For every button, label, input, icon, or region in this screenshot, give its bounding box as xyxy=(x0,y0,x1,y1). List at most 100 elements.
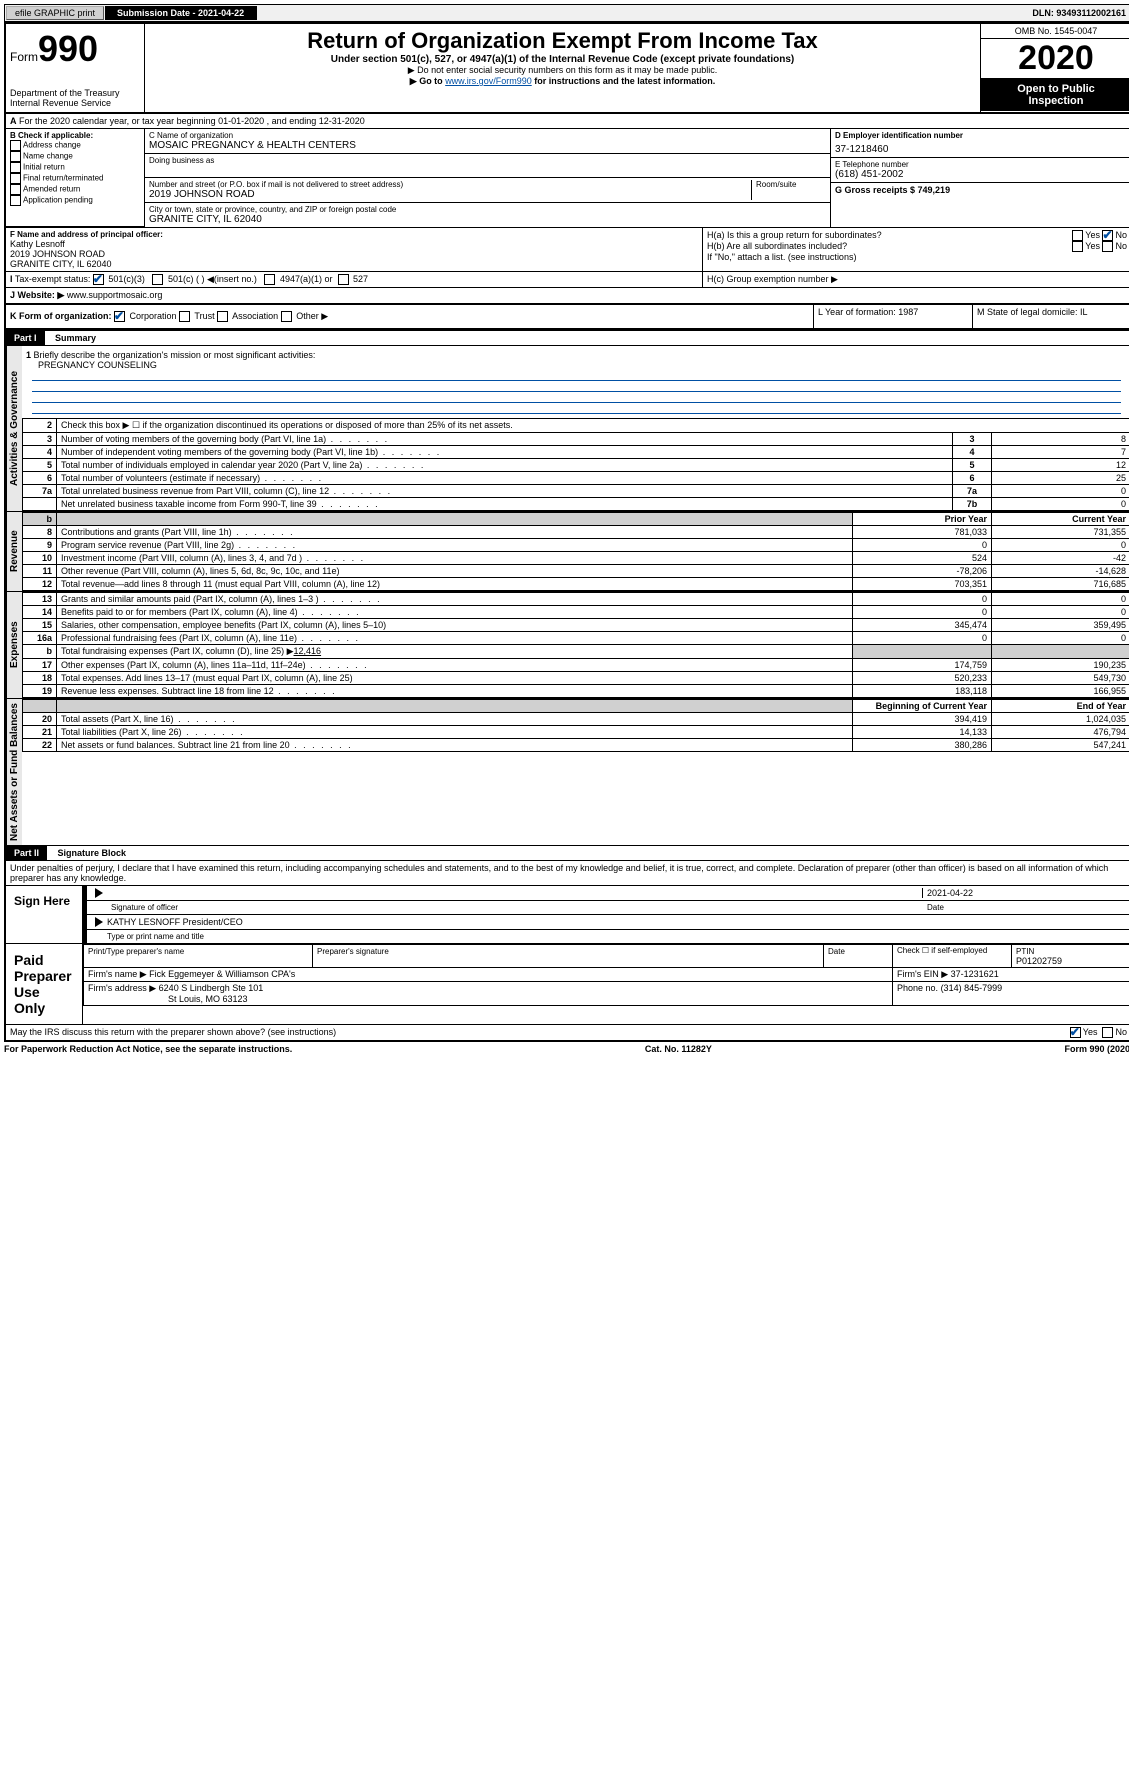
city-address: GRANITE CITY, IL 62040 xyxy=(149,214,826,225)
ein-value: 37-1218460 xyxy=(835,144,1127,155)
line18-current: 549,730 xyxy=(992,672,1129,685)
firm-phone: (314) 845-7999 xyxy=(941,983,1003,993)
application-pending-checkbox[interactable] xyxy=(10,195,21,206)
discuss-no-checkbox[interactable] xyxy=(1102,1027,1113,1038)
assoc-checkbox[interactable] xyxy=(217,311,228,322)
tax-year: 2020 xyxy=(981,39,1129,79)
org-name-label: C Name of organization xyxy=(149,131,826,140)
ha-no-checkbox[interactable] xyxy=(1102,230,1113,241)
line3: Number of voting members of the governin… xyxy=(57,433,953,446)
line14-current: 0 xyxy=(992,606,1129,619)
room-label: Room/suite xyxy=(756,180,826,189)
current-year-header: Current Year xyxy=(992,513,1129,526)
line7a-value: 0 xyxy=(992,485,1129,498)
ha-yes-checkbox[interactable] xyxy=(1072,230,1083,241)
line7a: Total unrelated business revenue from Pa… xyxy=(57,485,953,498)
other-checkbox[interactable] xyxy=(281,311,292,322)
city-label: City or town, state or province, country… xyxy=(149,205,826,214)
line5-value: 12 xyxy=(992,459,1129,472)
open-inspection-badge: Open to PublicInspection xyxy=(981,79,1129,111)
line22: Net assets or fund balances. Subtract li… xyxy=(57,739,853,752)
officer-addr1: 2019 JOHNSON ROAD xyxy=(10,249,698,259)
form-body: Form990 Department of the Treasury Inter… xyxy=(4,22,1129,1042)
527-checkbox[interactable] xyxy=(338,274,349,285)
year-formation: L Year of formation: 1987 xyxy=(814,305,973,329)
amended-return-checkbox[interactable] xyxy=(10,184,21,195)
efile-print-button[interactable]: efile GRAPHIC print xyxy=(6,6,104,20)
omb-number: OMB No. 1545-0047 xyxy=(981,24,1129,39)
hb-no-checkbox[interactable] xyxy=(1102,241,1113,252)
end-year-header: End of Year xyxy=(992,700,1129,713)
line21: Total liabilities (Part X, line 26) xyxy=(57,726,853,739)
line-a-period: A For the 2020 calendar year, or tax yea… xyxy=(6,114,1129,129)
line17: Other expenses (Part IX, column (A), lin… xyxy=(57,659,853,672)
line4-value: 7 xyxy=(992,446,1129,459)
line16a: Professional fundraising fees (Part IX, … xyxy=(57,632,853,645)
street-address: 2019 JOHNSON ROAD xyxy=(149,189,751,200)
tax-status-label: Tax-exempt status: xyxy=(15,274,91,284)
prep-date-label: Date xyxy=(828,947,845,956)
address-change-checkbox[interactable] xyxy=(10,140,21,151)
line8-prior: 781,033 xyxy=(853,526,992,539)
line12: Total revenue—add lines 8 through 11 (mu… xyxy=(57,578,853,591)
footer-paperwork: For Paperwork Reduction Act Notice, see … xyxy=(4,1044,292,1054)
form-instructions-link: ▶ Go to www.irs.gov/Form990 for instruct… xyxy=(149,76,976,87)
type-name-label: Type or print name and title xyxy=(83,930,1129,943)
hc-label: H(c) Group exemption number ▶ xyxy=(703,272,1129,288)
line20-prior: 394,419 xyxy=(853,713,992,726)
line4: Number of independent voting members of … xyxy=(57,446,953,459)
line22-prior: 380,286 xyxy=(853,739,992,752)
line18-prior: 520,233 xyxy=(853,672,992,685)
line9: Program service revenue (Part VIII, line… xyxy=(57,539,853,552)
line7b: Net unrelated business taxable income fr… xyxy=(57,498,953,511)
firm-addr1: 6240 S Lindbergh Ste 101 xyxy=(159,983,264,993)
line1-value: PREGNANCY COUNSELING xyxy=(38,360,157,370)
line9-current: 0 xyxy=(992,539,1129,552)
line19: Revenue less expenses. Subtract line 18 … xyxy=(57,685,853,698)
part-ii-header: Part II xyxy=(6,846,47,860)
ha-label: H(a) Is this a group return for subordin… xyxy=(707,230,1072,241)
footer-catno: Cat. No. 11282Y xyxy=(645,1044,712,1054)
part-ii-title: Signature Block xyxy=(50,848,127,858)
initial-return-checkbox[interactable] xyxy=(10,162,21,173)
line21-prior: 14,133 xyxy=(853,726,992,739)
part-i-header: Part I xyxy=(6,331,45,345)
4947-checkbox[interactable] xyxy=(264,274,275,285)
section-b-checkboxes: B Check if applicable: Address change Na… xyxy=(6,129,145,227)
begin-year-header: Beginning of Current Year xyxy=(853,700,992,713)
form-org-label: K Form of organization: xyxy=(10,311,112,321)
declaration-text: Under penalties of perjury, I declare th… xyxy=(6,861,1129,886)
discuss-yes-checkbox[interactable] xyxy=(1070,1027,1081,1038)
line14-prior: 0 xyxy=(853,606,992,619)
dept-label: Department of the Treasury xyxy=(10,88,140,98)
line11-current: -14,628 xyxy=(992,565,1129,578)
line12-current: 716,685 xyxy=(992,578,1129,591)
line6-value: 25 xyxy=(992,472,1129,485)
501c3-checkbox[interactable] xyxy=(93,274,104,285)
final-return-checkbox[interactable] xyxy=(10,173,21,184)
line11: Other revenue (Part VIII, column (A), li… xyxy=(57,565,853,578)
name-change-checkbox[interactable] xyxy=(10,151,21,162)
website-value: www.supportmosaic.org xyxy=(67,290,163,300)
trust-checkbox[interactable] xyxy=(179,311,190,322)
line15-current: 359,495 xyxy=(992,619,1129,632)
hb-yes-checkbox[interactable] xyxy=(1072,241,1083,252)
line17-current: 190,235 xyxy=(992,659,1129,672)
sig-officer-label: Signature of officer xyxy=(91,903,923,912)
line16a-prior: 0 xyxy=(853,632,992,645)
line3-value: 8 xyxy=(992,433,1129,446)
revenue-tab: Revenue xyxy=(6,512,22,591)
line10-current: -42 xyxy=(992,552,1129,565)
line20: Total assets (Part X, line 16) xyxy=(57,713,853,726)
irs-link[interactable]: www.irs.gov/Form990 xyxy=(445,76,532,86)
arrow-icon xyxy=(95,917,103,927)
officer-addr2: GRANITE CITY, IL 62040 xyxy=(10,259,698,269)
dba-label: Doing business as xyxy=(149,156,826,165)
line19-prior: 183,118 xyxy=(853,685,992,698)
501c-checkbox[interactable] xyxy=(152,274,163,285)
phone-label: E Telephone number xyxy=(835,160,1127,169)
corp-checkbox[interactable] xyxy=(114,311,125,322)
sig-date-label: Date xyxy=(923,903,1127,912)
line18: Total expenses. Add lines 13–17 (must eq… xyxy=(57,672,853,685)
line11-prior: -78,206 xyxy=(853,565,992,578)
